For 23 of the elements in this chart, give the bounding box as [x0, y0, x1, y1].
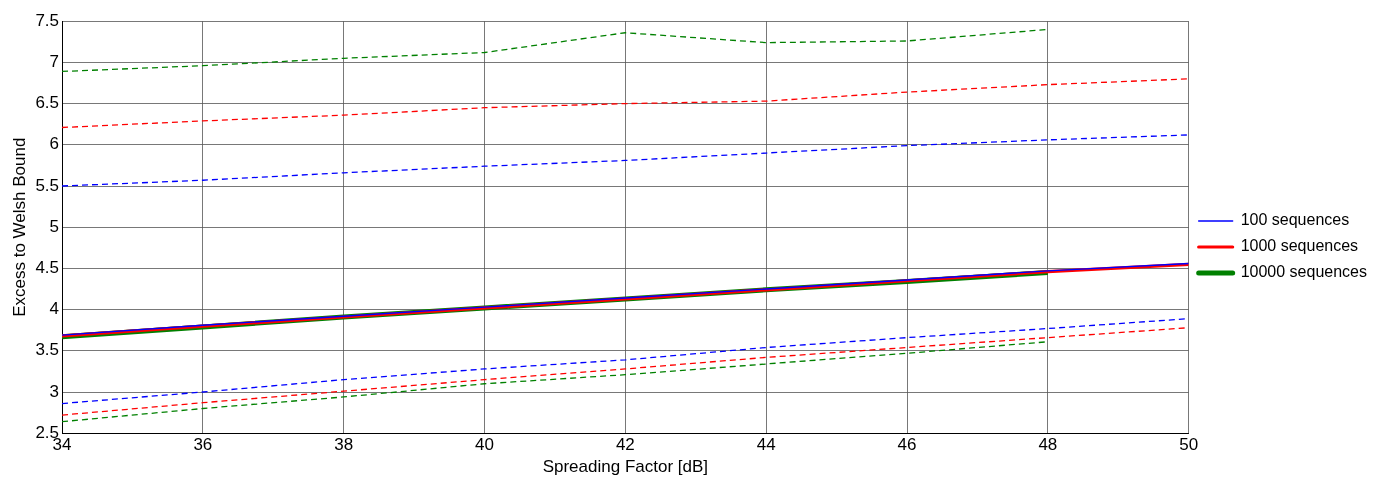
y-tick-label: 5.5: [35, 175, 60, 195]
x-tick-label: 44: [756, 435, 776, 455]
y-tick-label: 3.5: [35, 340, 60, 360]
y-tick-label: 7: [49, 52, 60, 72]
legend-label: 1000 sequences: [1240, 237, 1359, 255]
y-axis-title: Excess to Welsh Bound: [9, 137, 29, 317]
y-tick-label: 5: [49, 216, 60, 236]
x-axis-title: Spreading Factor [dB]: [542, 457, 709, 477]
legend-label: 10000 sequences: [1240, 263, 1367, 281]
x-tick-label: 40: [475, 435, 494, 455]
y-tick-label: 6.5: [35, 93, 60, 113]
y-tick-label: 3: [49, 381, 60, 401]
x-tick-label: 50: [1179, 435, 1199, 455]
x-tick-label: 46: [897, 435, 917, 455]
y-tick-label: 6: [49, 134, 60, 154]
x-tick-label: 36: [193, 435, 213, 455]
x-tick-label: 42: [615, 435, 635, 455]
x-tick-label: 38: [334, 435, 354, 455]
y-tick-label: 4.5: [35, 258, 60, 278]
legend-label: 100 sequences: [1240, 211, 1350, 229]
x-tick-label: 48: [1038, 435, 1058, 455]
y-tick-label: 4: [49, 299, 60, 319]
y-tick-label: 7.5: [35, 10, 60, 30]
